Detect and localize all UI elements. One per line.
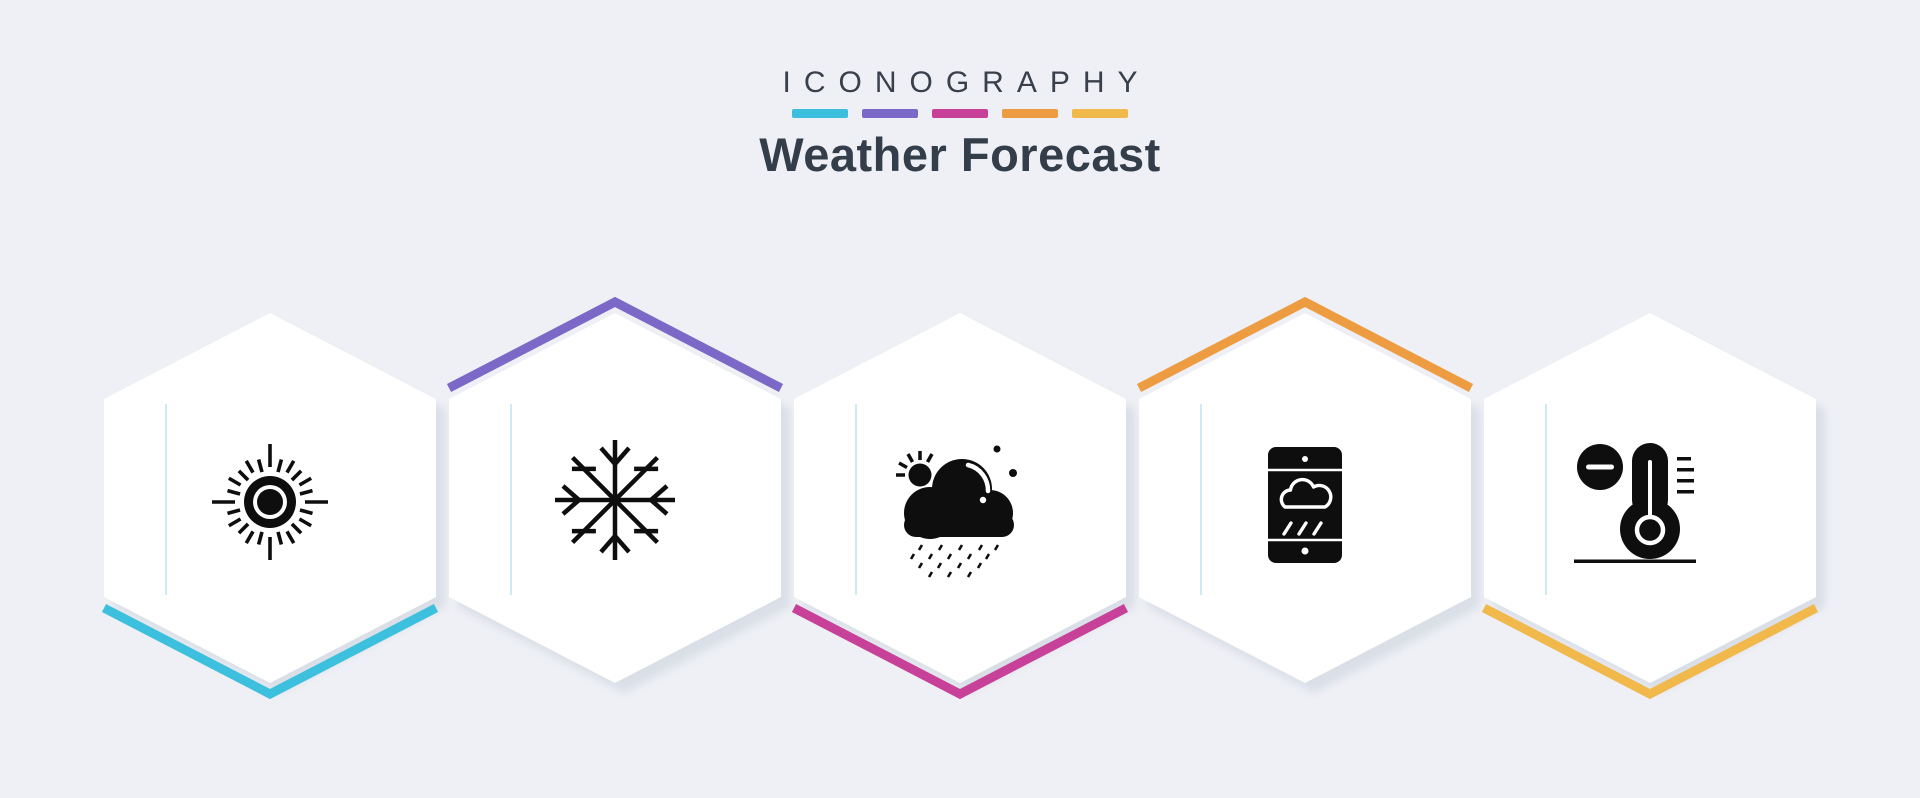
page-title: Weather Forecast [759, 128, 1161, 181]
rain-specks [909, 544, 1000, 578]
screen-cloud-outline [1279, 477, 1333, 509]
phone-speaker-dot [1302, 456, 1308, 462]
brand-title: ICONOGRAPHY [782, 66, 1151, 99]
dash-orange [1002, 109, 1058, 118]
accent-edge-bottom [1481, 604, 1819, 700]
small-sun-disc [908, 463, 932, 487]
hexagon-card-snowflake [446, 296, 790, 693]
dash-purple [862, 109, 918, 118]
phone-home-dot [1301, 547, 1309, 555]
hexagon-card-sun [101, 313, 445, 700]
dash-magenta [932, 109, 988, 118]
sun-icon [212, 444, 328, 560]
speck-dot [1009, 469, 1017, 477]
bulb-ring [1634, 514, 1666, 546]
screen-rain-slashes [1282, 521, 1323, 536]
brand-dashes [792, 109, 1128, 118]
small-sun-rays [896, 451, 934, 477]
accent-edge-top [446, 296, 784, 392]
scale-marks [1677, 457, 1694, 494]
dash-cyan [792, 109, 848, 118]
hexagon-card-thermometer [1481, 313, 1825, 700]
cloud-highlight-dot [979, 496, 987, 504]
speck-dot [993, 445, 1001, 453]
dash-yellow [1072, 109, 1128, 118]
cloud-highlight [965, 462, 991, 494]
rain-cloud-sun-icon [896, 445, 1017, 578]
accent-edge-top [1136, 296, 1474, 392]
baseline [1574, 559, 1696, 563]
accent-edge-bottom [791, 604, 1129, 700]
minus-bar [1586, 464, 1614, 470]
phone-body [1268, 447, 1342, 563]
hexagon-card-mobile [1136, 296, 1480, 693]
mobile-weather-icon [1268, 447, 1342, 563]
header: ICONOGRAPHY Weather Forecast [0, 0, 1920, 182]
snowflake-icon [555, 440, 675, 560]
thermo-bulb [1620, 499, 1680, 559]
cloud-body [904, 459, 1014, 539]
thermometer-minus-icon [1574, 443, 1696, 563]
hexagon-card-rain-cloud [791, 313, 1135, 700]
accent-edge-bottom [101, 604, 439, 700]
